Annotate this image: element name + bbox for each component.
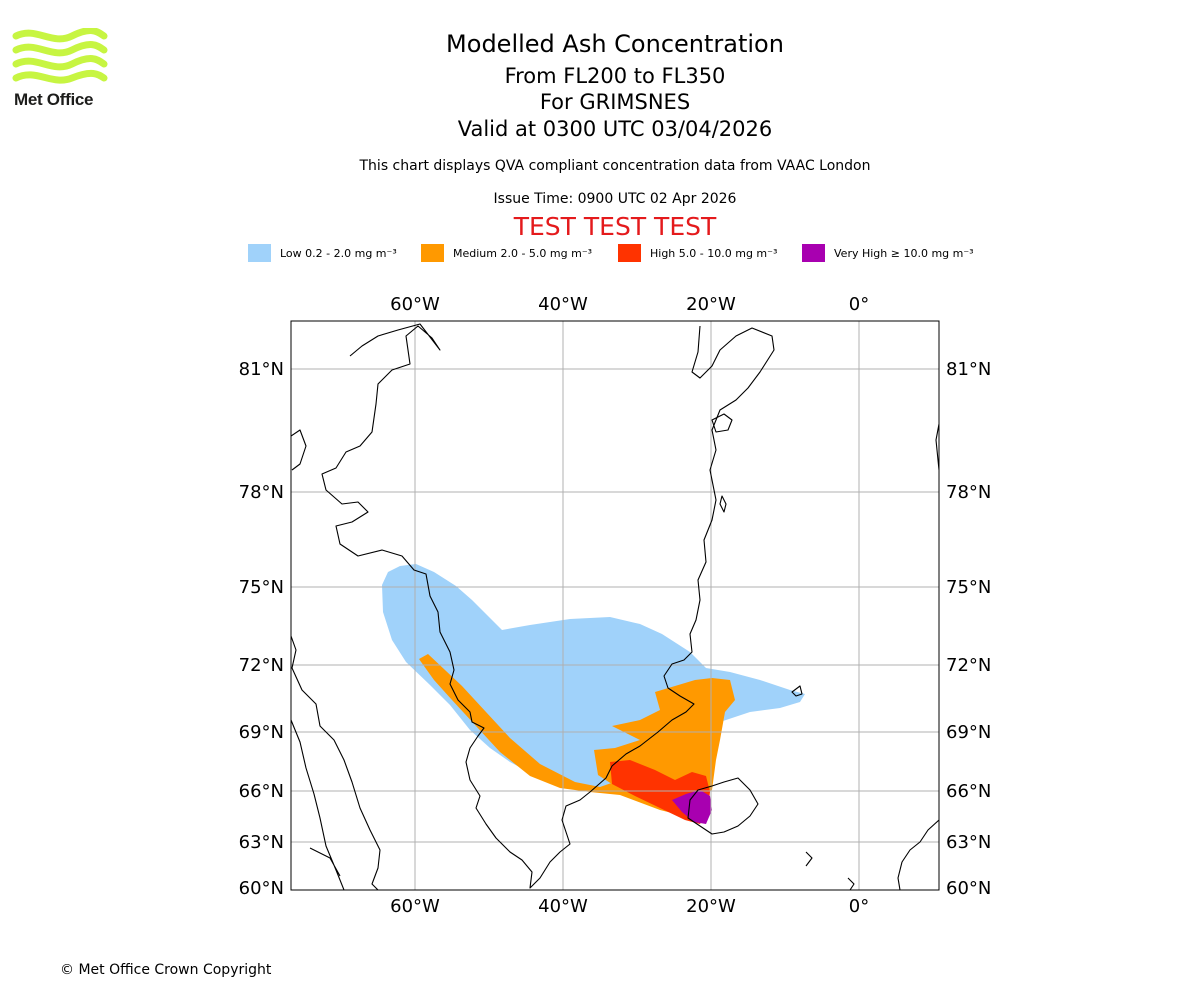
lat-label-right-75n: 75°N <box>946 577 991 598</box>
legend-item-high: High 5.0 - 10.0 mg m⁻³ <box>618 244 777 262</box>
lat-label-right-81n: 81°N <box>946 359 991 380</box>
coastline-iceland <box>687 777 759 835</box>
legend-swatch-very-high <box>802 244 825 262</box>
lat-label-left-69n: 69°N <box>239 722 284 743</box>
lat-label-left-81n: 81°N <box>239 359 284 380</box>
lat-label-left-60n: 60°N <box>239 878 284 899</box>
graticule <box>291 321 939 890</box>
coastline-svalbard-islands <box>711 413 803 697</box>
ash-area-very-high <box>672 790 712 824</box>
lon-label-top-60w: 60°W <box>390 294 440 315</box>
legend-item-medium: Medium 2.0 - 5.0 mg m⁻³ <box>421 244 592 262</box>
issue-time: Issue Time: 0900 UTC 02 Apr 2026 <box>493 191 737 207</box>
coastline-europe <box>805 423 939 890</box>
lat-label-right-66n: 66°N <box>946 781 991 802</box>
legend-label-medium: Medium 2.0 - 5.0 mg m⁻³ <box>453 246 593 260</box>
legend-label-very-high: Very High ≥ 10.0 mg m⁻³ <box>834 246 974 260</box>
copyright-notice: © Met Office Crown Copyright <box>60 962 272 978</box>
lon-label-bottom-20w: 20°W <box>686 896 736 917</box>
lat-label-right-60n: 60°N <box>946 878 991 899</box>
lat-label-left-72n: 72°N <box>239 655 284 676</box>
lat-label-left-78n: 78°N <box>239 482 284 503</box>
lat-label-right-63n: 63°N <box>946 832 991 853</box>
test-banner: TEST TEST TEST <box>513 212 717 241</box>
map-frame <box>290 320 940 891</box>
volcano-subtitle: For GRIMSNES <box>539 90 691 114</box>
lon-label-top-0: 0° <box>849 294 869 315</box>
logo-text: Met Office <box>14 90 94 109</box>
lon-label-bottom-60w: 60°W <box>390 896 440 917</box>
legend-swatch-low <box>248 244 271 262</box>
chart-title: Modelled Ash Concentration <box>446 30 784 58</box>
flight-level-subtitle: From FL200 to FL350 <box>504 64 726 88</box>
lon-label-top-40w: 40°W <box>538 294 588 315</box>
legend-label-low: Low 0.2 - 2.0 mg m⁻³ <box>280 246 397 260</box>
legend-item-very-high: Very High ≥ 10.0 mg m⁻³ <box>802 244 974 262</box>
lat-label-right-69n: 69°N <box>946 722 991 743</box>
lat-label-left-75n: 75°N <box>239 577 284 598</box>
lon-label-bottom-40w: 40°W <box>538 896 588 917</box>
lat-label-left-66n: 66°N <box>239 781 284 802</box>
legend-swatch-high <box>618 244 641 262</box>
coastlines <box>291 323 939 890</box>
lat-label-right-72n: 72°N <box>946 655 991 676</box>
lat-label-left-63n: 63°N <box>239 832 284 853</box>
lon-label-top-20w: 20°W <box>686 294 736 315</box>
legend-label-high: High 5.0 - 10.0 mg m⁻³ <box>650 246 778 260</box>
valid-time-subtitle: Valid at 0300 UTC 03/04/2026 <box>457 117 773 141</box>
coastline-baffin <box>291 429 381 890</box>
legend-item-low: Low 0.2 - 2.0 mg m⁻³ <box>248 244 397 262</box>
met-office-logo: Met Office <box>12 27 112 109</box>
met-office-wave-icon <box>12 27 108 84</box>
description-text: This chart displays QVA compliant concen… <box>359 158 871 174</box>
lon-label-bottom-0: 0° <box>849 896 869 917</box>
coastline-greenland <box>321 323 775 889</box>
legend-swatch-medium <box>421 244 444 262</box>
lat-label-right-78n: 78°N <box>946 482 991 503</box>
